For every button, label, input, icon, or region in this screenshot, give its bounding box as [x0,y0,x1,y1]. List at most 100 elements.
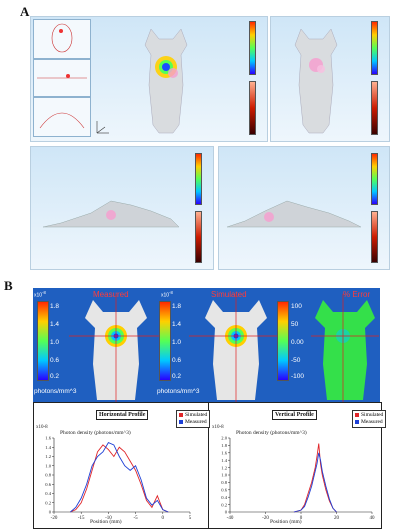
x-tick-label: -15 [78,516,85,521]
vertical-exponent: x10-8 [212,425,224,430]
y-tick-label: 1.2 [221,465,227,470]
view-3d-side-left[interactable] [30,146,214,270]
y-tick-label: 1.6 [221,451,227,456]
scale-label: 1.0 [50,339,60,346]
x-tick-label: -40 [227,516,234,521]
x-tick-label: 0 [300,516,303,521]
y-tick-label: 1.4 [45,445,51,450]
view-3d-side-right[interactable] [218,146,390,270]
view-3d-top-left[interactable] [30,16,268,142]
series-line-simulated [293,443,337,513]
error-title: % Error [343,290,371,299]
y-tick-label: 0.6 [45,482,51,487]
y-tick-label: 1.8 [221,443,227,448]
y-tick-label: 0.4 [45,491,51,496]
vertical-profile-chart: -40 -20 0 20 40 0 0.2 0.4 0.6 0.8 1.0 1.2 1.4 1.6 1.8 2… [221,436,376,521]
scale-label: 0.2 [172,373,182,380]
scale-label: 1.0 [172,339,182,346]
legend-swatch-simulated [179,412,183,417]
thumb-view-3[interactable] [33,97,91,137]
scale-label: 1.4 [50,321,60,328]
colorbar-red-icon [371,81,378,135]
colorbar-rainbow-icon [371,153,378,205]
photon-scale-exp-measured: x10-8 [34,290,46,299]
x-tick-label: 5 [189,516,192,521]
legend-label: Measured [185,419,207,425]
view-3d-top-right[interactable] [270,16,390,142]
scale-label: -100 [291,373,305,380]
x-tick-label: -5 [134,516,139,521]
legend-swatch-measured [355,419,359,424]
y-tick-label: 2.0 [221,436,227,441]
axes-gizmo-icon [96,121,109,134]
vertical-legend: Simulated Measured [352,410,387,428]
vertical-ylabel: Photon density (photons/mm^3) [236,430,307,436]
scale-label: 1.4 [172,321,182,328]
measured-map [69,294,163,402]
y-tick-label: 0.4 [221,495,227,500]
x-tick-label: -20 [51,516,58,521]
scale-label: 1.8 [50,303,60,310]
horizontal-exponent: x10-8 [36,425,48,430]
scale-label: 1.8 [172,303,182,310]
x-tick-label: 20 [334,516,340,521]
legend-swatch-measured [179,419,183,424]
horizontal-legend: Simulated Measured [176,410,211,428]
y-tick-label: 0 [49,510,52,515]
y-tick-label: 1.0 [45,463,51,468]
simulated-title: Simulated [211,290,247,299]
y-tick-label: 1.2 [45,454,51,459]
scale-label: 0.2 [50,373,60,380]
body-surface-3d-icon [226,200,362,228]
photon-unit-label: photons/mm^3 [34,388,77,395]
colorbar-rainbow-icon [37,301,49,381]
vertical-profile-title: Vertical Profile [272,410,317,420]
simulated-map [189,294,283,402]
scale-label: 100 [291,303,302,310]
horizontal-xlabel: Position (mm) [90,519,122,525]
panel-b-label: B [4,278,13,293]
error-map [311,294,379,402]
legend-label: Measured [361,419,383,425]
series-line-measured [293,452,337,513]
scale-label: 0.6 [172,357,182,364]
series-line-measured [70,442,169,513]
colorbar-rainbow-icon [371,21,378,75]
body-surface-3d-icon [294,28,338,134]
colorbar-diverging-icon [277,301,289,381]
photon-scale-exp-simulated: x10-8 [161,290,173,299]
horizontal-ylabel: Photon density (photons/mm^3) [60,430,131,436]
reconstruction-maps: x10-8 1.8 1.4 1.0 0.6 0.2 photons/mm^3 M… [33,288,380,402]
colorbar-red-icon [371,211,378,263]
legend-label: Simulated [185,412,208,418]
y-tick-label: 1.0 [221,473,227,478]
y-tick-label: 1.6 [45,436,51,441]
photon-unit-label: photons/mm^3 [157,388,200,395]
measured-title: Measured [93,290,129,299]
x-tick-label: -10 [105,516,112,521]
scale-label: -50 [291,357,301,364]
y-tick-label: 1.4 [221,458,227,463]
y-tick-label: 0.8 [45,473,51,478]
vertical-xlabel: Position (mm) [270,519,302,525]
legend-label: Simulated [361,412,384,418]
y-tick-label: 0.2 [221,502,227,507]
x-tick-label: 0 [162,516,165,521]
body-surface-3d-icon [144,28,188,134]
scale-label: 0.6 [50,357,60,364]
y-tick-label: 0.6 [221,488,227,493]
y-tick-label: 0.8 [221,480,227,485]
x-tick-label: 40 [370,516,376,521]
thumb-view-1[interactable] [33,19,91,59]
series-line-simulated [70,444,169,513]
colorbar-rainbow-icon [195,153,202,205]
body-surface-3d-icon [42,200,180,228]
colorbar-red-icon [249,81,256,135]
colorbar-rainbow-icon [159,301,171,381]
legend-swatch-simulated [355,412,359,417]
x-tick-label: -20 [262,516,269,521]
scale-label: 0.00 [291,339,304,346]
horizontal-profile-title: Horizontal Profile [96,410,149,420]
y-tick-label: 0.2 [45,500,51,505]
thumb-view-2[interactable] [33,59,91,97]
